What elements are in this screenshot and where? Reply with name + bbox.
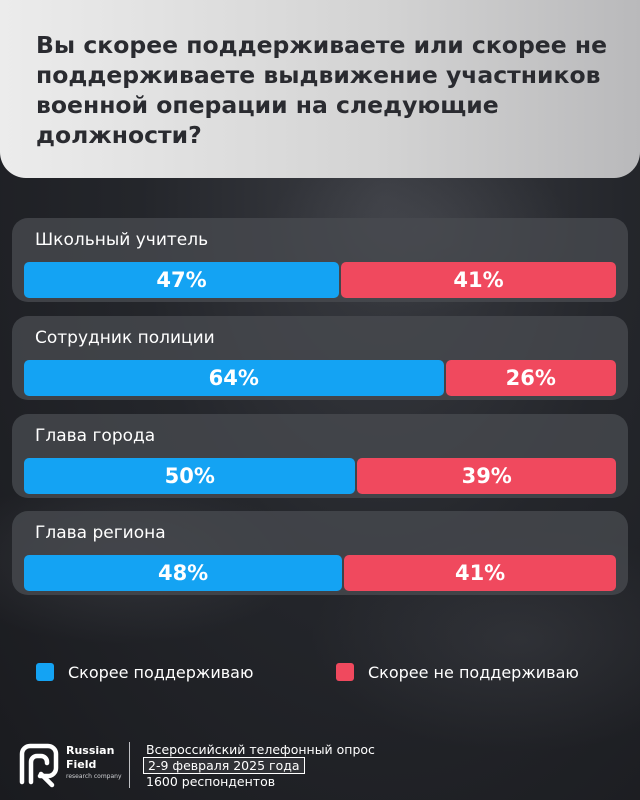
data-label: 26% bbox=[505, 366, 556, 390]
legend-swatch-oppose bbox=[336, 663, 354, 681]
chart-row: Школьный учитель 47% 41% bbox=[12, 218, 628, 302]
page-title: Вы скорее поддерживаете или скорее не по… bbox=[36, 31, 608, 149]
logo-text: Russian Field bbox=[66, 744, 114, 772]
header-panel: Вы скорее поддерживаете или скорее не по… bbox=[0, 0, 640, 178]
category-label: Школьный учитель bbox=[35, 230, 209, 250]
bar-track: 50% 39% bbox=[24, 458, 616, 494]
data-label: 48% bbox=[157, 561, 209, 585]
survey-type: Всероссийский телефонный опрос bbox=[146, 742, 375, 757]
chart-row: Глава города 50% 39% bbox=[12, 414, 628, 498]
bar-support: 64% bbox=[24, 360, 444, 396]
logo-subtitle: research company bbox=[66, 773, 122, 780]
logo-line-2: Field bbox=[66, 758, 97, 771]
survey-respondents: 1600 респондентов bbox=[146, 774, 276, 789]
chart-row: Сотрудник полиции 64% 26% bbox=[12, 316, 628, 400]
data-label: 41% bbox=[453, 268, 504, 292]
bar-oppose: 26% bbox=[445, 360, 616, 396]
data-label: 47% bbox=[156, 268, 207, 292]
bar-support: 50% bbox=[24, 458, 356, 494]
data-label: 50% bbox=[164, 464, 215, 488]
survey-info: Всероссийский телефонный опрос 2-9 февра… bbox=[143, 742, 375, 789]
legend-item-support: Скорее поддерживаю bbox=[36, 660, 253, 684]
bar-oppose: 39% bbox=[357, 458, 616, 494]
category-label: Глава города bbox=[35, 426, 156, 446]
data-label: 39% bbox=[461, 464, 512, 488]
legend-label-support: Скорее поддерживаю bbox=[68, 662, 254, 682]
bar-track: 47% 41% bbox=[24, 262, 616, 298]
category-label: Глава региона bbox=[35, 523, 166, 543]
legend-label-oppose: Скорее не поддерживаю bbox=[368, 662, 579, 682]
legend-item-oppose: Скорее не поддерживаю bbox=[336, 660, 579, 684]
bar-oppose: 41% bbox=[344, 555, 616, 591]
data-label: 64% bbox=[208, 366, 259, 390]
footer-divider bbox=[129, 742, 130, 788]
chart-row: Глава региона 48% 41% bbox=[12, 511, 628, 595]
survey-dates: 2-9 февраля 2025 года bbox=[143, 757, 305, 774]
russian-field-logo-icon bbox=[19, 743, 59, 788]
logo-line-1: Russian bbox=[66, 744, 115, 757]
bar-oppose: 41% bbox=[341, 262, 616, 298]
footer: Russian Field research company Всероссий… bbox=[16, 736, 616, 790]
bar-support: 48% bbox=[24, 555, 343, 591]
bar-track: 64% 26% bbox=[24, 360, 616, 396]
category-label: Сотрудник полиции bbox=[35, 328, 215, 348]
bar-support: 47% bbox=[24, 262, 340, 298]
legend-swatch-support bbox=[36, 663, 54, 681]
data-label: 41% bbox=[454, 561, 506, 585]
bar-track: 48% 41% bbox=[24, 555, 616, 591]
